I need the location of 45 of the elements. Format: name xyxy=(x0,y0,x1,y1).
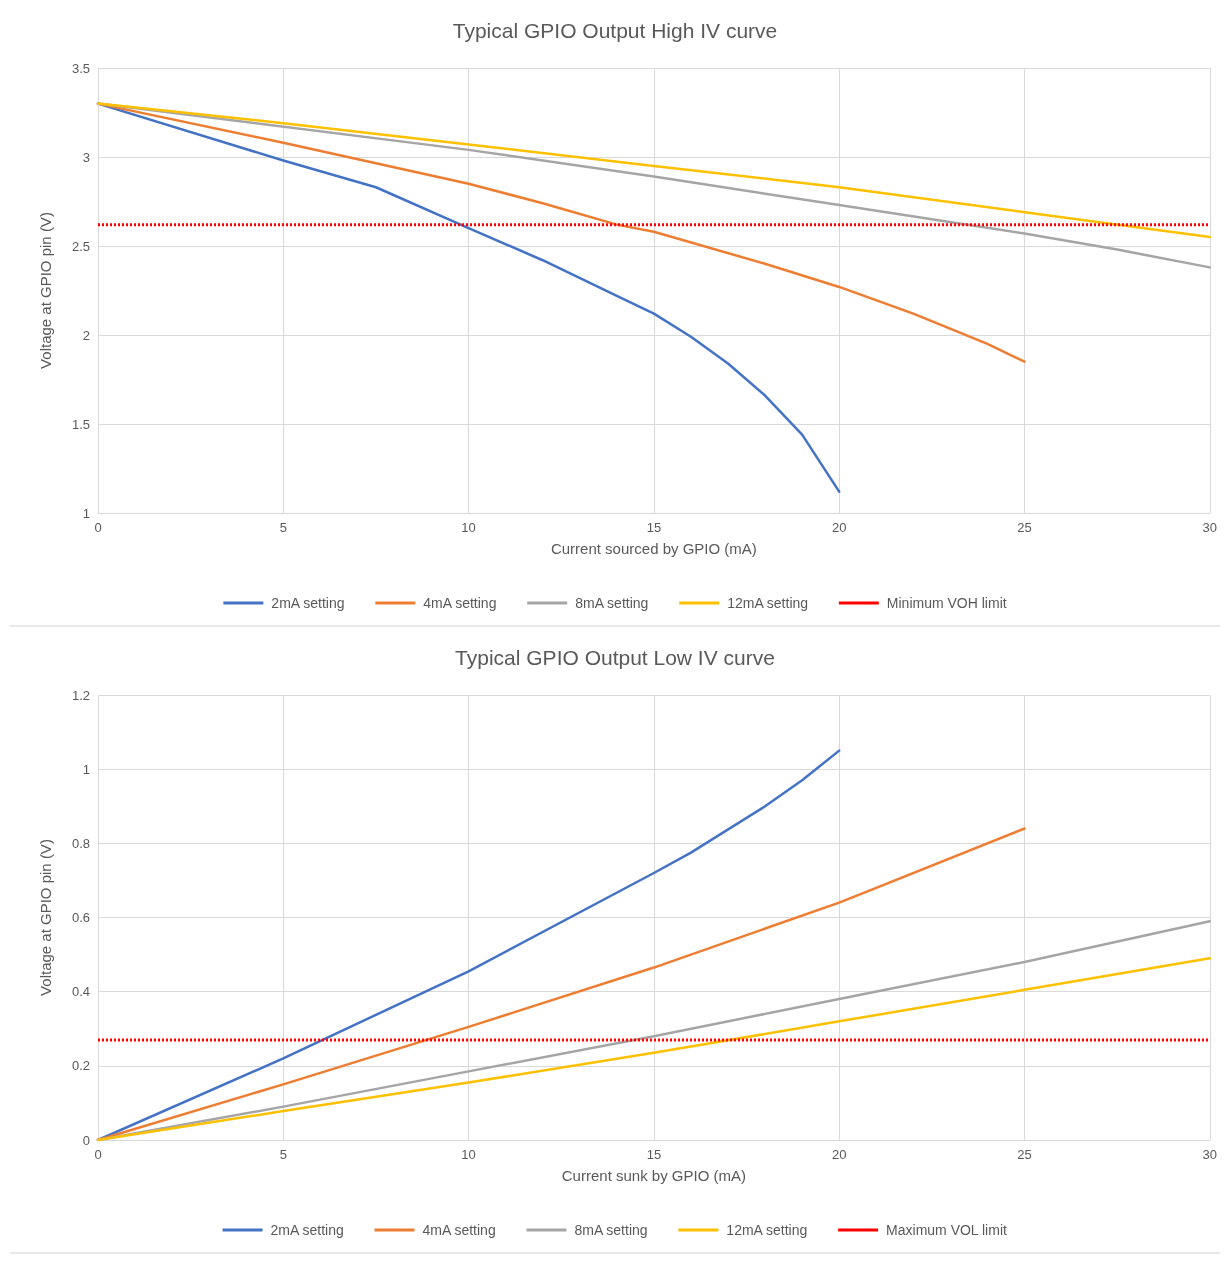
y-axis-title: Voltage at GPIO pin (V) xyxy=(37,839,54,996)
y-tick-label: 0.2 xyxy=(71,1058,90,1074)
legend-label: 2mA setting xyxy=(271,595,345,611)
x-tick-label: 5 xyxy=(279,1147,287,1162)
x-tick-label: 25 xyxy=(1017,1147,1032,1162)
y-tick-label: 2 xyxy=(82,327,90,343)
x-tick-label: 10 xyxy=(461,520,476,535)
legend-label: 4mA setting xyxy=(423,595,497,611)
legend-label: 12mA setting xyxy=(726,1222,808,1238)
y-tick-label: 0.6 xyxy=(71,910,90,925)
x-tick-label: 0 xyxy=(94,520,102,535)
y-tick-label: 3.5 xyxy=(71,60,90,76)
y-tick-label: 3 xyxy=(82,149,90,165)
y-tick-label: 1 xyxy=(82,761,90,777)
x-tick-label: 30 xyxy=(1202,1147,1217,1162)
legend-label: 2mA setting xyxy=(270,1222,344,1238)
x-tick-label: 15 xyxy=(646,1147,662,1162)
x-axis-title: Current sunk by GPIO (mA) xyxy=(561,1167,746,1184)
y-tick-label: 0 xyxy=(82,1132,90,1148)
x-tick-label: 10 xyxy=(461,1147,476,1162)
x-tick-label: 5 xyxy=(279,520,287,535)
legend-label: Minimum VOH limit xyxy=(886,595,1007,611)
y-tick-label: 0.8 xyxy=(71,835,90,851)
chart-title: Typical GPIO Output High IV curve xyxy=(452,19,778,42)
legend-label: Maximum VOL limit xyxy=(886,1222,1007,1238)
legend-label: 12mA setting xyxy=(727,595,809,611)
chart-title: Typical GPIO Output Low IV curve xyxy=(455,646,775,669)
y-axis-title: Voltage at GPIO pin (V) xyxy=(37,212,54,369)
legend-label: 4mA setting xyxy=(422,1222,496,1238)
x-tick-label: 20 xyxy=(831,1147,847,1162)
x-tick-label: 15 xyxy=(646,520,662,535)
x-axis-title: Current sourced by GPIO (mA) xyxy=(550,540,757,557)
y-tick-label: 0.4 xyxy=(71,984,90,1000)
y-tick-label: 1.5 xyxy=(71,416,90,432)
y-tick-label: 1.2 xyxy=(71,687,90,703)
x-tick-label: 25 xyxy=(1017,520,1032,535)
legend-label: 8mA setting xyxy=(574,1222,648,1238)
x-tick-label: 0 xyxy=(94,1147,102,1162)
x-tick-label: 30 xyxy=(1202,520,1217,535)
line-series xyxy=(96,102,1212,239)
y-tick-label: 1 xyxy=(82,505,90,521)
y-tick-label: 2.5 xyxy=(71,238,90,254)
legend-label: 8mA setting xyxy=(575,595,649,611)
line-series xyxy=(96,749,841,1142)
x-tick-label: 20 xyxy=(831,520,847,535)
